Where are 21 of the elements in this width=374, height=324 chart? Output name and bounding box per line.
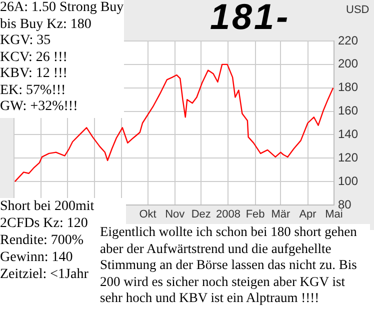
y-tick-label: 140 <box>338 127 358 142</box>
text: Eigentlich wollte ich schon bei 180 short gehen aber der Aufwärtstrend und die aufgehellte Stimmung an der Börse lassen das nicht zu. Bis 200 wird es sicher noch steigen aber KGV ist sehr hoch und KBV ist ein Alptraum !!!! <box>100 224 370 324</box>
x-tick-label: Apr <box>299 208 317 221</box>
y-tick-label: 220 <box>338 33 358 48</box>
x-tick-label: Okt <box>139 208 156 221</box>
y-tick-label: 160 <box>338 104 358 118</box>
x-tick-label: Mai <box>325 208 343 221</box>
y-tick-label: 120 <box>338 150 358 164</box>
x-tick-label: Mär <box>271 208 290 221</box>
x-tick-label: Dez <box>191 208 211 221</box>
annotation: 26A: 1.50 Strong Buy bis Buy Kz: 180 KGV: 35 KCV: 26 !!! KBV: 12 !!! EK: 57%!!! GW: +32%!!! <box>0 0 124 118</box>
y-tick-label: 100 <box>338 174 358 188</box>
x-tick-label: Nov <box>165 208 186 221</box>
x-tick-label: Feb <box>246 208 265 221</box>
y-tick-label: 200 <box>338 56 358 71</box>
annotation: Short bei 200mit 2CFDs Kz: 120 Rendite: 700% Gewinn: 140 Zeitziel: <1Jahr <box>0 199 94 282</box>
y-tick-label: 180 <box>338 80 358 94</box>
y-axis-title: USD <box>346 4 370 16</box>
y-tick-label: 80 <box>338 197 352 212</box>
x-tick-label: 2008 <box>216 208 240 221</box>
text: 181- <box>210 0 290 38</box>
